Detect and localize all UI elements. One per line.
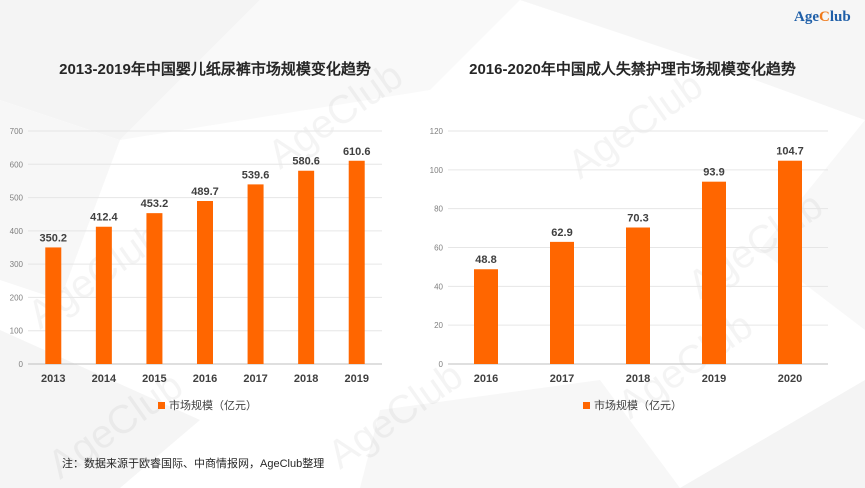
data-label: 350.2 xyxy=(40,232,68,244)
x-tick-label: 2018 xyxy=(626,373,650,385)
y-tick-label: 40 xyxy=(434,282,443,291)
chart-2-title: 2016-2020年中国成人失禁护理市场规模变化趋势 xyxy=(469,61,796,78)
legend-swatch xyxy=(583,401,590,409)
data-label: 62.9 xyxy=(551,227,572,239)
bar xyxy=(550,241,574,364)
bar xyxy=(702,181,726,364)
data-label: 539.6 xyxy=(242,169,270,181)
footnote: 注：数据来源于欧睿国际、中商情报网，AgeClub整理 xyxy=(62,458,325,470)
data-label: 610.6 xyxy=(343,146,371,158)
chart-2-legend: 市场规模（亿元） xyxy=(583,397,682,413)
x-tick-label: 2018 xyxy=(294,373,318,385)
data-label: 48.8 xyxy=(475,254,496,266)
bar xyxy=(45,247,62,364)
y-tick-label: 600 xyxy=(10,160,24,169)
x-tick-label: 2016 xyxy=(474,373,498,385)
bar xyxy=(626,227,650,364)
data-label: 70.3 xyxy=(627,213,648,225)
data-label: 580.6 xyxy=(292,156,320,168)
logo-accent: C xyxy=(819,9,830,25)
chart-2-legend-label: 市场规模（亿元） xyxy=(594,400,682,412)
chart-1-legend-label: 市场规模（亿元） xyxy=(169,400,257,412)
x-tick-label: 2015 xyxy=(142,373,166,385)
y-tick-label: 120 xyxy=(430,127,444,136)
x-tick-label: 2013 xyxy=(41,373,65,385)
data-label: 412.4 xyxy=(90,212,118,224)
x-tick-label: 2020 xyxy=(778,373,802,385)
bar xyxy=(95,226,112,364)
y-tick-label: 60 xyxy=(434,244,443,253)
bar xyxy=(474,269,498,364)
x-tick-label: 2016 xyxy=(193,373,217,385)
y-tick-label: 700 xyxy=(10,127,24,136)
x-tick-label: 2017 xyxy=(550,373,574,385)
data-label: 104.7 xyxy=(776,146,804,158)
bar xyxy=(247,184,264,364)
bar xyxy=(197,200,213,364)
y-tick-label: 20 xyxy=(434,321,443,330)
x-tick-label: 2017 xyxy=(243,373,267,385)
x-tick-label: 2019 xyxy=(344,373,368,385)
y-tick-label: 80 xyxy=(434,205,443,214)
bar xyxy=(778,160,802,364)
logo-rest: lub xyxy=(829,9,851,25)
chart-1-title: 2013-2019年中国婴儿纸尿裤市场规模变化趋势 xyxy=(59,61,371,78)
bar xyxy=(298,170,315,364)
x-tick-label: 2014 xyxy=(92,373,117,385)
y-tick-label: 500 xyxy=(10,194,24,203)
legend-swatch xyxy=(158,401,165,409)
y-tick-label: 200 xyxy=(10,293,24,302)
y-tick-label: 300 xyxy=(10,260,24,269)
data-label: 489.7 xyxy=(191,186,219,198)
data-label: 93.9 xyxy=(703,167,724,179)
x-tick-label: 2019 xyxy=(702,373,726,385)
logo-main: Age xyxy=(794,9,819,25)
y-tick-label: 100 xyxy=(430,166,444,175)
y-tick-label: 100 xyxy=(10,327,24,336)
data-label: 453.2 xyxy=(141,198,169,210)
chart-1-legend: 市场规模（亿元） xyxy=(158,397,257,413)
bar xyxy=(348,160,365,364)
y-tick-label: 400 xyxy=(10,227,24,236)
y-tick-label: 0 xyxy=(439,360,444,369)
brand-logo: AgeClub xyxy=(794,9,851,26)
y-tick-label: 0 xyxy=(19,360,24,369)
bar xyxy=(146,213,163,364)
